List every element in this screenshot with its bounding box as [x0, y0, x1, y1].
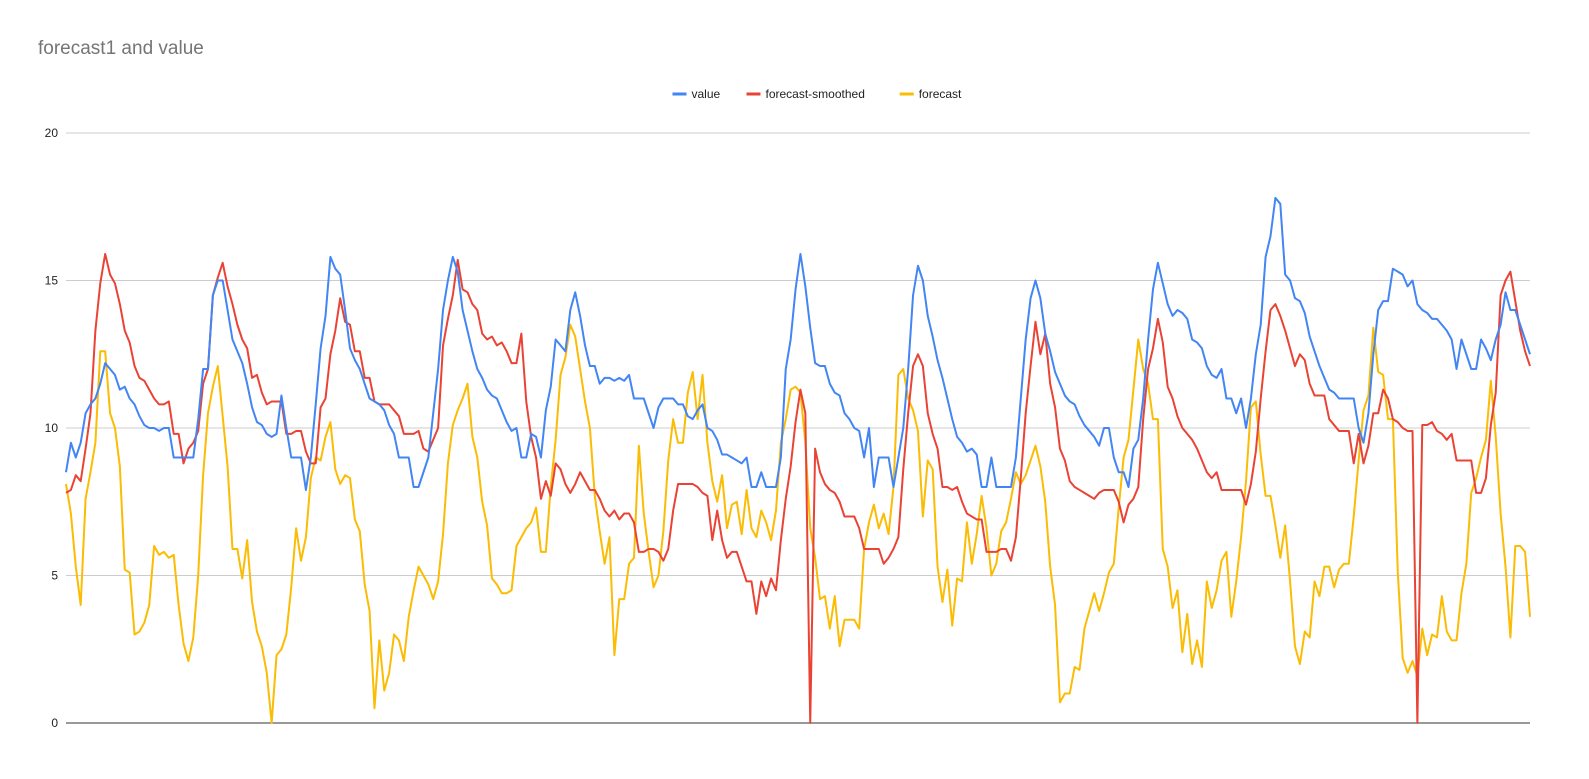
legend-label-forecast-smoothed: forecast-smoothed [766, 87, 865, 101]
gridlines [66, 132, 1530, 724]
legend-label-forecast: forecast [919, 87, 962, 101]
y-tick-label-20: 20 [45, 126, 59, 140]
series-line-forecast-smoothed [65, 252, 1531, 724]
legend-label-value: value [692, 87, 721, 101]
y-tick-label-5: 5 [51, 569, 58, 583]
y-axis-ticks: 0 5 10 15 20 [45, 126, 59, 730]
legend: value forecast-smoothed forecast [672, 87, 962, 101]
chart-title: forecast1 and value [38, 38, 204, 59]
series-line-value [65, 196, 1531, 491]
y-tick-label-0: 0 [51, 716, 58, 730]
y-tick-label-10: 10 [45, 421, 59, 435]
series-lines [65, 196, 1531, 724]
y-tick-label-15: 15 [45, 274, 59, 288]
series-line-forecast [65, 323, 1531, 724]
